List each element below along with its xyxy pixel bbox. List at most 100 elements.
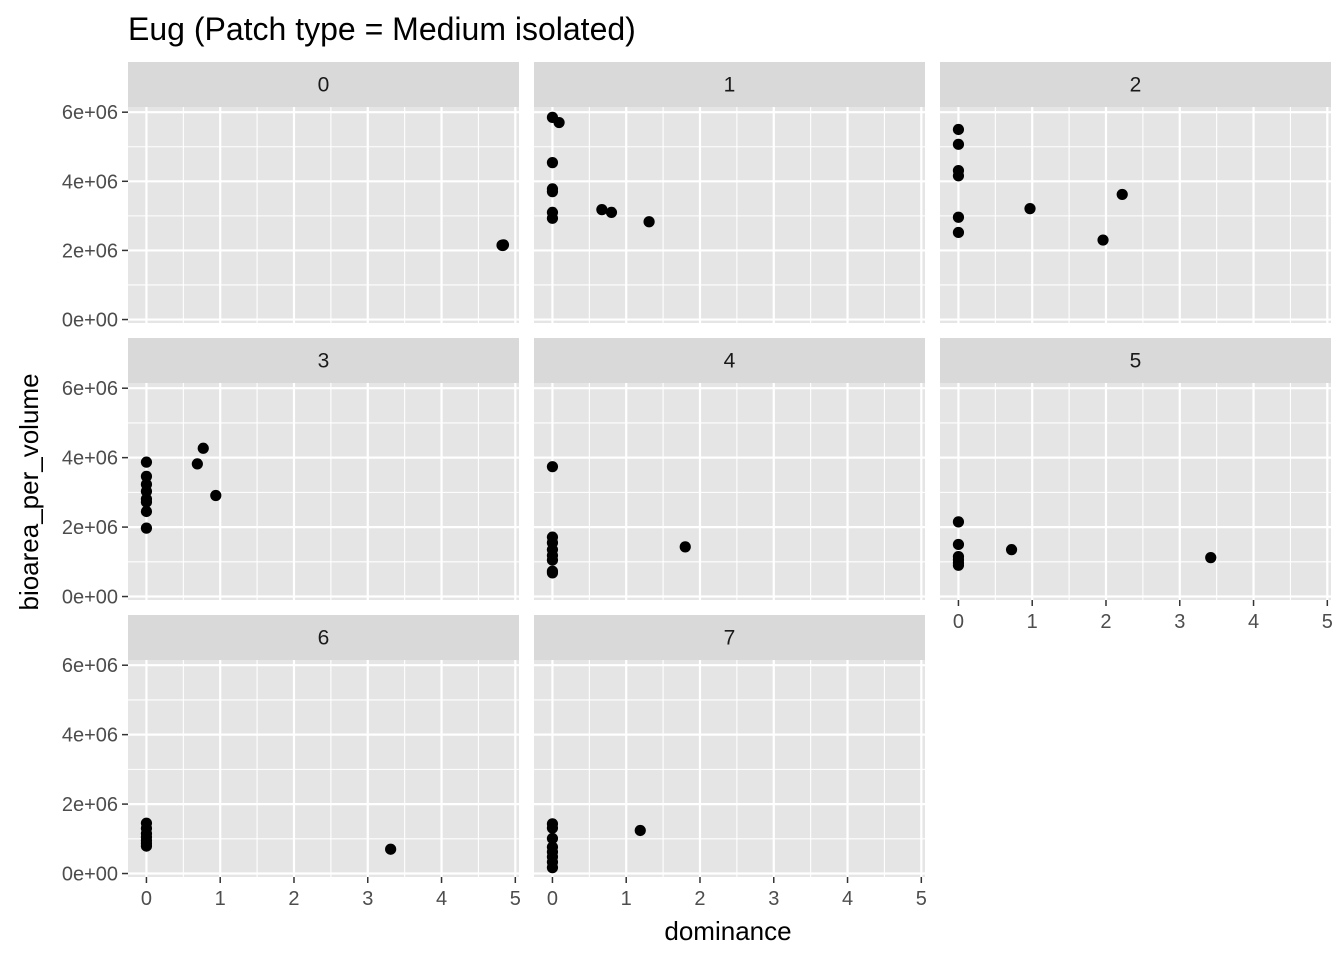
panel-background — [534, 107, 925, 323]
facet-panel-5: 5 0 1 2 3 4 5 — [940, 338, 1333, 633]
y-axis-title: bioarea_per_volume — [14, 373, 44, 610]
x-tick-label: 1 — [1027, 611, 1038, 633]
data-point — [679, 541, 691, 553]
x-tick-label: 5 — [510, 888, 521, 910]
data-point — [1116, 188, 1128, 201]
panel-background — [940, 107, 1331, 323]
data-point — [1205, 552, 1217, 564]
facet-panel-1: 1 — [534, 62, 925, 323]
data-point — [210, 489, 222, 502]
panel-background — [128, 660, 519, 877]
facet-panel-6: 6 0e+00 2e+06 4e+06 6e+06 0 1 2 3 4 5 — [62, 615, 521, 910]
y-tick-label: 4e+06 — [62, 448, 118, 470]
data-point — [546, 212, 559, 224]
facet-panel-0: 0 0e+00 2e+06 4e+06 6e+06 — [62, 62, 519, 332]
data-point — [546, 157, 559, 169]
x-axis-title: dominance — [664, 916, 791, 946]
data-point — [497, 239, 509, 252]
facet-strip-label: 5 — [1130, 350, 1142, 373]
data-point — [546, 554, 559, 566]
data-point — [952, 211, 965, 223]
x-tick-label: 1 — [621, 888, 632, 910]
x-tick-label: 2 — [694, 888, 705, 910]
x-tick-label: 2 — [288, 888, 299, 910]
y-tick-label: 0e+00 — [62, 864, 118, 886]
x-tick-label: 3 — [1174, 611, 1185, 633]
data-point — [546, 822, 559, 834]
data-point — [546, 186, 559, 198]
facet-panel-7: 7 0 1 2 3 4 5 — [534, 615, 927, 910]
facet-strip — [534, 338, 925, 383]
panel-background — [128, 383, 519, 600]
data-point — [140, 522, 153, 534]
facet-panel-2: 2 — [940, 62, 1331, 323]
facet-strip-label: 7 — [724, 627, 736, 650]
data-point — [546, 862, 559, 874]
x-tick-label: 1 — [215, 888, 226, 910]
facet-strip-label: 2 — [1130, 74, 1142, 97]
data-point — [140, 496, 153, 508]
y-tick-label: 2e+06 — [62, 794, 118, 816]
data-point — [546, 461, 559, 473]
facet-strip — [534, 62, 925, 107]
x-tick-label: 3 — [768, 888, 779, 910]
facet-panel-4: 4 — [534, 338, 925, 600]
data-point — [546, 567, 559, 579]
facet-strip-label: 0 — [318, 74, 330, 97]
x-tick-label: 0 — [547, 888, 558, 910]
data-point — [952, 170, 965, 182]
y-tick-label: 6e+06 — [62, 378, 118, 400]
data-point — [634, 824, 646, 837]
facet-strip-label: 3 — [318, 350, 330, 373]
data-point — [140, 456, 153, 468]
panel-background — [940, 383, 1331, 600]
panel-background — [128, 107, 519, 323]
data-point — [596, 204, 608, 216]
y-tick-label: 2e+06 — [62, 240, 118, 262]
y-tick-label: 6e+06 — [62, 102, 118, 124]
x-tick-label: 4 — [842, 888, 853, 910]
facet-strip — [128, 615, 519, 660]
y-tick-label: 4e+06 — [62, 725, 118, 747]
data-point — [191, 458, 203, 470]
data-point — [140, 840, 153, 852]
facet-strip — [128, 62, 519, 107]
x-tick-label: 4 — [1248, 611, 1259, 633]
x-tick-label: 3 — [362, 888, 373, 910]
data-point — [605, 206, 618, 219]
x-tick-label: 4 — [436, 888, 447, 910]
data-point — [1024, 203, 1036, 215]
facet-strip — [940, 338, 1331, 383]
x-tick-label: 5 — [1322, 611, 1333, 633]
data-point — [1097, 234, 1109, 246]
x-tick-label: 2 — [1100, 611, 1111, 633]
facet-panels: 0 0e+00 2e+06 4e+06 6e+06 1 2 3 0e+00 2e+06 4e+06 6… — [62, 62, 1333, 910]
facet-strip-label: 1 — [724, 74, 736, 97]
data-point — [385, 843, 397, 855]
y-tick-label: 0e+00 — [62, 310, 118, 332]
y-tick-label: 2e+06 — [62, 517, 118, 539]
data-point — [952, 138, 965, 150]
facet-strip — [940, 62, 1331, 107]
panel-background — [534, 660, 925, 877]
facet-strip — [128, 338, 519, 383]
facet-strip — [534, 615, 925, 660]
data-point — [643, 216, 655, 228]
data-point — [197, 442, 209, 454]
data-point — [1005, 544, 1018, 556]
facet-strip-label: 6 — [318, 627, 330, 650]
y-tick-label: 4e+06 — [62, 171, 118, 193]
data-point — [952, 538, 965, 551]
chart-title: Eug (Patch type = Medium isolated) — [128, 11, 636, 47]
panel-background — [534, 383, 925, 600]
y-tick-label: 0e+00 — [62, 587, 118, 609]
x-tick-label: 5 — [916, 888, 927, 910]
data-point — [553, 116, 565, 129]
data-point — [140, 505, 153, 518]
data-point — [952, 559, 965, 571]
x-tick-label: 0 — [141, 888, 152, 910]
data-point — [952, 516, 965, 528]
facet-strip-label: 4 — [724, 350, 736, 373]
facet-panel-3: 3 0e+00 2e+06 4e+06 6e+06 — [62, 338, 519, 609]
